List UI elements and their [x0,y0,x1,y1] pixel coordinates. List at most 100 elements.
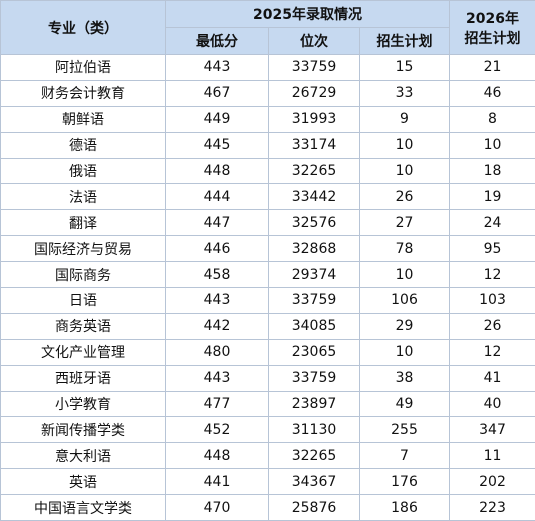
table-row: 小学教育 477 23897 49 40 [0,390,535,418]
plan-2025-cell: 9 [359,105,450,133]
table-row: 翻译 447 32576 27 24 [0,209,535,237]
min-score-cell: 443 [165,54,269,81]
min-score-cell: 467 [165,79,269,107]
rank-cell: 29374 [268,261,360,289]
min-score-cell: 448 [165,442,269,470]
min-score-cell: 448 [165,157,269,185]
min-score-cell: 458 [165,261,269,289]
min-score-cell: 444 [165,183,269,211]
min-score-cell: 442 [165,312,269,340]
rank-cell: 31130 [268,416,360,444]
header-2026-plan: 招生计划 [464,30,521,47]
plan-2026-cell: 103 [449,287,535,314]
table-body: 阿拉伯语 443 33759 15 21 财务会计教育 467 26729 33 46 朝鲜语 449… [0,54,535,521]
table-row: 阿拉伯语 443 33759 15 21 [0,54,535,81]
plan-2025-cell: 27 [359,209,450,237]
plan-2025-cell: 49 [359,390,450,418]
min-score-cell: 443 [165,364,269,392]
table-row: 西班牙语 443 33759 38 41 [0,364,535,392]
plan-2025-cell: 7 [359,442,450,470]
table-row: 日语 443 33759 106 103 [0,287,535,314]
plan-2026-cell: 19 [449,183,535,211]
rank-cell: 32576 [268,209,360,237]
plan-2026-cell: 11 [449,442,535,470]
min-score-cell: 447 [165,209,269,237]
table-row: 商务英语 442 34085 29 26 [0,312,535,340]
plan-2025-cell: 10 [359,131,450,159]
table-row: 朝鲜语 449 31993 9 8 [0,105,535,133]
major-cell: 法语 [0,183,166,211]
header-rank: 位次 [268,27,360,55]
table-row: 意大利语 448 32265 7 11 [0,442,535,470]
header-2025: 2025年录取情况 [165,0,450,28]
plan-2025-cell: 10 [359,261,450,289]
table-row: 俄语 448 32265 10 18 [0,157,535,185]
header-2026-year: 2026年 [466,10,519,27]
table-row: 财务会计教育 467 26729 33 46 [0,79,535,107]
plan-2026-cell: 12 [449,261,535,289]
min-score-cell: 449 [165,105,269,133]
major-cell: 阿拉伯语 [0,54,166,81]
major-cell: 英语 [0,468,166,496]
table-row: 法语 444 33442 26 19 [0,183,535,211]
plan-2025-cell: 186 [359,494,450,521]
plan-2025-cell: 176 [359,468,450,496]
major-cell: 俄语 [0,157,166,185]
major-cell: 国际经济与贸易 [0,235,166,263]
plan-2026-cell: 347 [449,416,535,444]
plan-2025-cell: 29 [359,312,450,340]
plan-2026-cell: 41 [449,364,535,392]
rank-cell: 33442 [268,183,360,211]
plan-2025-cell: 10 [359,157,450,185]
table-row: 中国语言文学类 470 25876 186 223 [0,494,535,521]
plan-2025-cell: 38 [359,364,450,392]
plan-2026-cell: 21 [449,54,535,81]
header-major: 专业（类） [0,0,166,55]
major-cell: 小学教育 [0,390,166,418]
header-min-score: 最低分 [165,27,269,55]
table-row: 文化产业管理 480 23065 10 12 [0,338,535,366]
major-cell: 意大利语 [0,442,166,470]
major-cell: 商务英语 [0,312,166,340]
rank-cell: 33759 [268,287,360,314]
plan-2025-cell: 33 [359,79,450,107]
rank-cell: 25876 [268,494,360,521]
plan-2025-cell: 78 [359,235,450,263]
table-row: 新闻传播学类 452 31130 255 347 [0,416,535,444]
major-cell: 翻译 [0,209,166,237]
major-cell: 日语 [0,287,166,314]
table-row: 国际经济与贸易 446 32868 78 95 [0,235,535,263]
major-cell: 财务会计教育 [0,79,166,107]
plan-2026-cell: 40 [449,390,535,418]
plan-2026-cell: 18 [449,157,535,185]
rank-cell: 32868 [268,235,360,263]
major-cell: 中国语言文学类 [0,494,166,521]
plan-2025-cell: 15 [359,54,450,81]
min-score-cell: 445 [165,131,269,159]
table-row: 德语 445 33174 10 10 [0,131,535,159]
plan-2026-cell: 95 [449,235,535,263]
table-row: 英语 441 34367 176 202 [0,468,535,496]
rank-cell: 23897 [268,390,360,418]
min-score-cell: 443 [165,287,269,314]
plan-2026-cell: 24 [449,209,535,237]
header-2026: 2026年招生计划 [449,0,535,55]
rank-cell: 33174 [268,131,360,159]
plan-2026-cell: 223 [449,494,535,521]
min-score-cell: 452 [165,416,269,444]
major-cell: 西班牙语 [0,364,166,392]
plan-2026-cell: 8 [449,105,535,133]
min-score-cell: 470 [165,494,269,521]
plan-2025-cell: 255 [359,416,450,444]
major-cell: 国际商务 [0,261,166,289]
major-cell: 文化产业管理 [0,338,166,366]
rank-cell: 33759 [268,54,360,81]
plan-2026-cell: 12 [449,338,535,366]
rank-cell: 33759 [268,364,360,392]
rank-cell: 34367 [268,468,360,496]
plan-2025-cell: 26 [359,183,450,211]
plan-2025-cell: 106 [359,287,450,314]
plan-2026-cell: 26 [449,312,535,340]
